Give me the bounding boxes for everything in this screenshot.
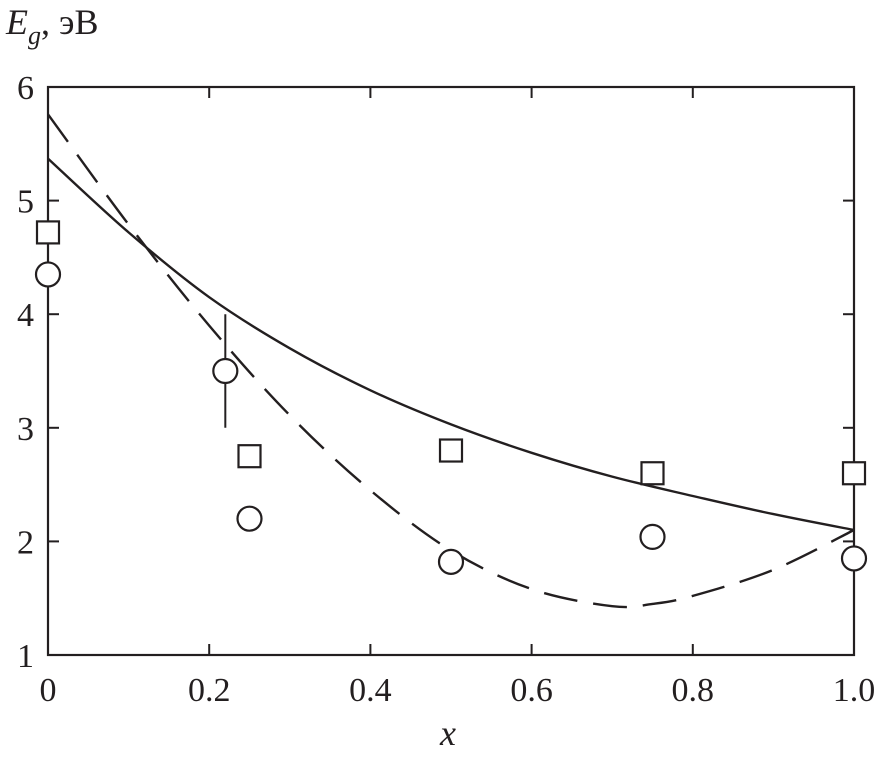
circle-marker (639, 523, 666, 550)
y-tick-label: 6 (17, 70, 34, 107)
solid-curve (47, 157, 855, 532)
square-marker (640, 461, 665, 486)
dashed-curve (47, 113, 855, 609)
circle-marker (34, 261, 62, 288)
circle-marker (437, 548, 465, 575)
y-tick-label: 4 (17, 297, 34, 334)
x-axis-label: x (439, 713, 456, 753)
circle-marker (212, 357, 239, 385)
plot-frame (46, 85, 856, 657)
x-tick-label: 0.6 (510, 672, 553, 709)
circle-marker (236, 505, 263, 532)
ticks: 0 0.2 0.4 0.6 0.8 1.0 1 2 3 4 5 6 (17, 70, 875, 709)
y-tick-label: 5 (17, 184, 34, 221)
x-tick-label: 1.0 (833, 672, 876, 709)
square-marker (841, 461, 867, 486)
x-tick-label: 0.8 (672, 672, 715, 709)
x-tick-label: 0.4 (349, 672, 392, 709)
square-marker (237, 444, 262, 469)
markers (34, 220, 868, 575)
y-tick-label: 1 (17, 638, 34, 675)
curves (47, 113, 855, 609)
x-tick-label: 0.2 (188, 672, 231, 709)
square-marker (35, 220, 61, 245)
y-tick-label: 3 (17, 411, 34, 448)
axes (46, 85, 856, 657)
x-tick-label: 0 (40, 672, 57, 709)
circle-marker (840, 545, 868, 572)
y-axis-label: Eg, эВ (5, 2, 98, 50)
square-marker (438, 438, 464, 463)
y-tick-label: 2 (17, 524, 34, 561)
